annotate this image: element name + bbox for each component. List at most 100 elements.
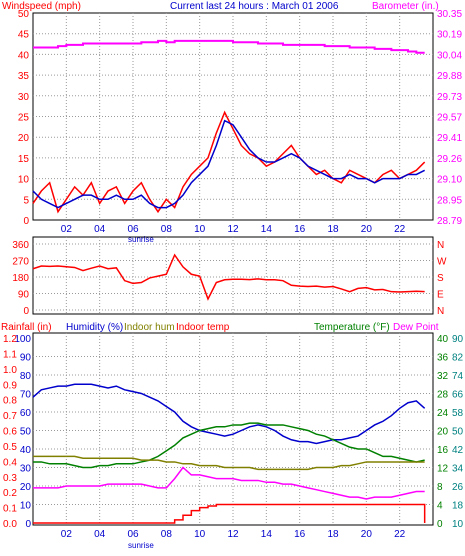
rain-y-tick: 0.7: [3, 411, 17, 422]
climate-x-tick: 22: [394, 529, 406, 540]
direction-y-tick: 90: [18, 290, 30, 301]
wind-y-tick: 15: [18, 154, 30, 165]
temp-y-tick: 36: [437, 353, 449, 364]
barometer-title: Barometer (in.): [372, 1, 439, 12]
wind-x-tick: 14: [261, 224, 273, 235]
dew-y-tick: 34: [452, 464, 464, 475]
barometer-y-tick: 29.10: [437, 175, 462, 186]
legend-indoor-temp: Indoor temp: [176, 322, 230, 333]
dew-y-tick: 82: [452, 353, 464, 364]
barometer-y-tick: 29.88: [437, 71, 462, 82]
wind-x-tick: 12: [227, 224, 239, 235]
series-barometer: [33, 39, 425, 54]
dew-y-tick: 26: [452, 482, 464, 493]
climate-x-tick: 06: [127, 529, 139, 540]
climate-x-tick: 08: [161, 529, 173, 540]
series-wind-speed: [32, 119, 426, 209]
wind-plot: [32, 39, 426, 214]
direction-y-tick: 0: [23, 306, 29, 317]
wind-x-tick: 18: [327, 224, 339, 235]
temp-y-tick: 40: [437, 334, 449, 345]
legend-indoor-hum: Indoor hum: [124, 322, 175, 333]
rain-y-tick: 1.0: [3, 365, 17, 376]
wind-x-tick: 04: [94, 224, 106, 235]
series-indoor-hum: [33, 455, 425, 471]
temp-y-tick: 24: [437, 408, 449, 419]
rain-y-tick: 0.5: [3, 442, 17, 453]
dew-y-tick: 50: [452, 427, 464, 438]
wind-y-tick: 0: [23, 216, 29, 227]
humidity-y-tick: 70: [20, 390, 32, 401]
barometer-y-tick: 28.79: [437, 216, 462, 227]
climate-x-tick: 02: [61, 529, 73, 540]
climate-x-tick: 18: [327, 529, 339, 540]
barometer-y-tick: 29.26: [437, 154, 462, 165]
dew-y-tick: 42: [452, 445, 464, 456]
temp-y-tick: 0: [437, 519, 443, 530]
humidity-y-tick: 90: [20, 353, 32, 364]
wind-y-tick: 40: [18, 50, 30, 61]
rain-y-tick: 0.6: [3, 427, 17, 438]
climate-x-tick: 20: [361, 529, 373, 540]
rain-y-tick: 0.0: [3, 519, 17, 530]
rain-y-tick: 0.3: [3, 473, 17, 484]
barometer-y-tick: 28.95: [437, 195, 462, 206]
compass-tick: W: [437, 257, 447, 268]
direction-y-tick: 180: [12, 273, 29, 284]
wind-y-tick: 25: [18, 113, 30, 124]
temp-y-tick: 20: [437, 427, 449, 438]
wind-x-tick: 22: [394, 224, 406, 235]
climate-x-tick: 04: [94, 529, 106, 540]
wind-x-tick: 16: [294, 224, 306, 235]
series-wind-gust-line: [32, 110, 426, 214]
rain-y-tick: 1.2: [3, 334, 17, 345]
rain-y-tick: 0.1: [3, 504, 17, 515]
legend-temperature: Temperature (°F): [314, 322, 390, 333]
climate-grid: [33, 333, 433, 525]
direction-y-tick: 270: [12, 257, 29, 268]
series-wind-direction: [32, 253, 425, 301]
barometer-y-tick: 29.73: [437, 92, 462, 103]
barometer-y-tick: 30.35: [437, 9, 462, 20]
dew-y-tick: 66: [452, 390, 464, 401]
windspeed-title: Windspeed (mph): [2, 1, 81, 12]
direction-plot: [32, 253, 425, 301]
wind-y-tick: 30: [18, 92, 30, 103]
barometer-y-tick: 29.41: [437, 133, 462, 144]
series-rainfall: [33, 503, 426, 524]
wind-y-tick: 45: [18, 30, 30, 41]
sunrise-label-bottom: sunrise: [128, 541, 154, 550]
compass-tick: E: [437, 290, 444, 301]
direction-y-tick: 360: [12, 240, 29, 251]
temp-y-tick: 28: [437, 390, 449, 401]
climate-plot: [32, 383, 426, 524]
rain-y-tick: 0.2: [3, 488, 17, 499]
legend-dew-point: Dew Point: [393, 322, 439, 333]
rain-y-tick: 1.1: [3, 349, 17, 360]
wind-x-tick: 20: [361, 224, 373, 235]
compass-tick: N: [437, 306, 444, 317]
axis-labels: 0510152025303540455028.7928.9529.1029.26…: [3, 9, 464, 540]
dew-y-tick: 10: [452, 519, 464, 530]
direction-grid: [33, 237, 433, 314]
barometer-y-tick: 29.57: [437, 113, 462, 124]
rain-y-tick: 0.4: [3, 457, 17, 468]
wind-y-tick: 50: [18, 9, 30, 20]
humidity-y-tick: 60: [20, 408, 32, 419]
compass-tick: S: [437, 273, 444, 284]
legend-humidity: Humidity (%): [66, 322, 123, 333]
wind-x-tick: 06: [127, 224, 139, 235]
wind-y-tick: 10: [18, 175, 30, 186]
compass-tick: N: [437, 240, 444, 251]
wind-y-tick: 20: [18, 133, 30, 144]
dew-y-tick: 58: [452, 408, 464, 419]
humidity-y-tick: 30: [20, 464, 32, 475]
wind-x-tick: 08: [161, 224, 173, 235]
chart-title: Current last 24 hours : March 01 2006: [170, 1, 339, 12]
humidity-y-tick: 0: [25, 519, 31, 530]
rain-y-tick: 0.9: [3, 380, 17, 391]
humidity-y-tick: 50: [20, 427, 32, 438]
climate-x-tick: 14: [261, 529, 273, 540]
dew-y-tick: 90: [452, 334, 464, 345]
